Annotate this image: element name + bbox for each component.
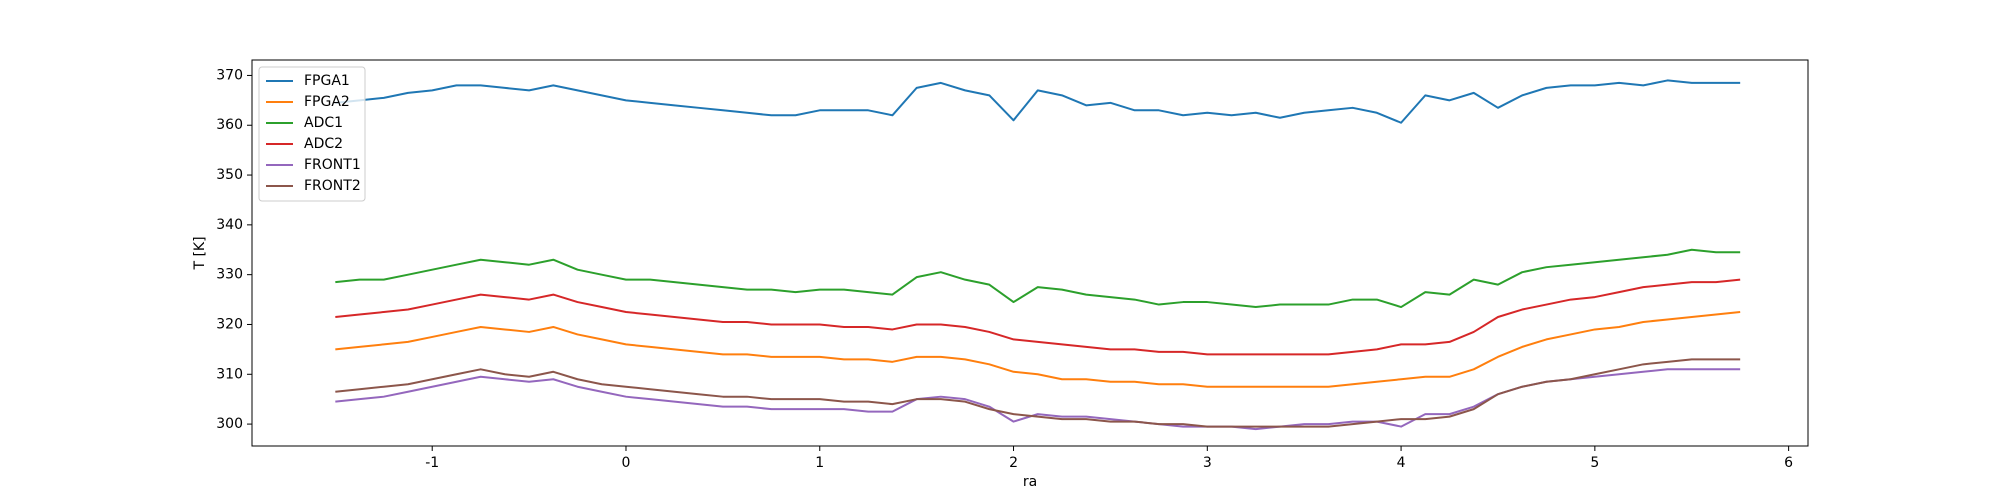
- y-tick-label: 320: [216, 316, 243, 332]
- series-line: [335, 311, 1741, 388]
- legend-label: FPGA2: [304, 94, 350, 110]
- y-tick-label: 340: [216, 217, 243, 233]
- x-tick-label: 0: [622, 455, 631, 471]
- y-tick-label: 300: [216, 416, 243, 432]
- x-tick-label: 3: [1203, 455, 1212, 471]
- series-line: [335, 248, 1741, 309]
- series-line: [335, 358, 1741, 428]
- legend-label: FRONT1: [304, 157, 361, 173]
- series-line: [335, 278, 1741, 356]
- x-tick-label: 5: [1590, 455, 1599, 471]
- x-tick-label: 4: [1397, 455, 1406, 471]
- x-axis-label: ra: [1023, 474, 1037, 490]
- axes-frame: [251, 59, 1809, 447]
- y-tick-label: 370: [216, 67, 243, 83]
- y-tick-label: 330: [216, 267, 243, 283]
- legend-label: FPGA1: [304, 73, 350, 89]
- x-tick-label: 6: [1784, 455, 1793, 471]
- legend-label: ADC1: [304, 115, 343, 131]
- y-tick-label: 310: [216, 366, 243, 382]
- series-line: [335, 79, 1741, 124]
- legend-box: [258, 66, 366, 202]
- legend-label: ADC2: [304, 136, 343, 152]
- y-axis-label: T [K]: [192, 236, 208, 270]
- x-tick-label: 1: [815, 455, 824, 471]
- x-tick-label: -1: [425, 455, 439, 471]
- x-tick-label: 2: [1009, 455, 1018, 471]
- legend: FPGA1 FPGA2 ADC1 ADC2 FRONT1 FRONT2: [258, 66, 366, 202]
- y-tick-label: 350: [216, 167, 243, 183]
- legend-label: FRONT2: [304, 178, 361, 194]
- y-tick-label: 360: [216, 117, 243, 133]
